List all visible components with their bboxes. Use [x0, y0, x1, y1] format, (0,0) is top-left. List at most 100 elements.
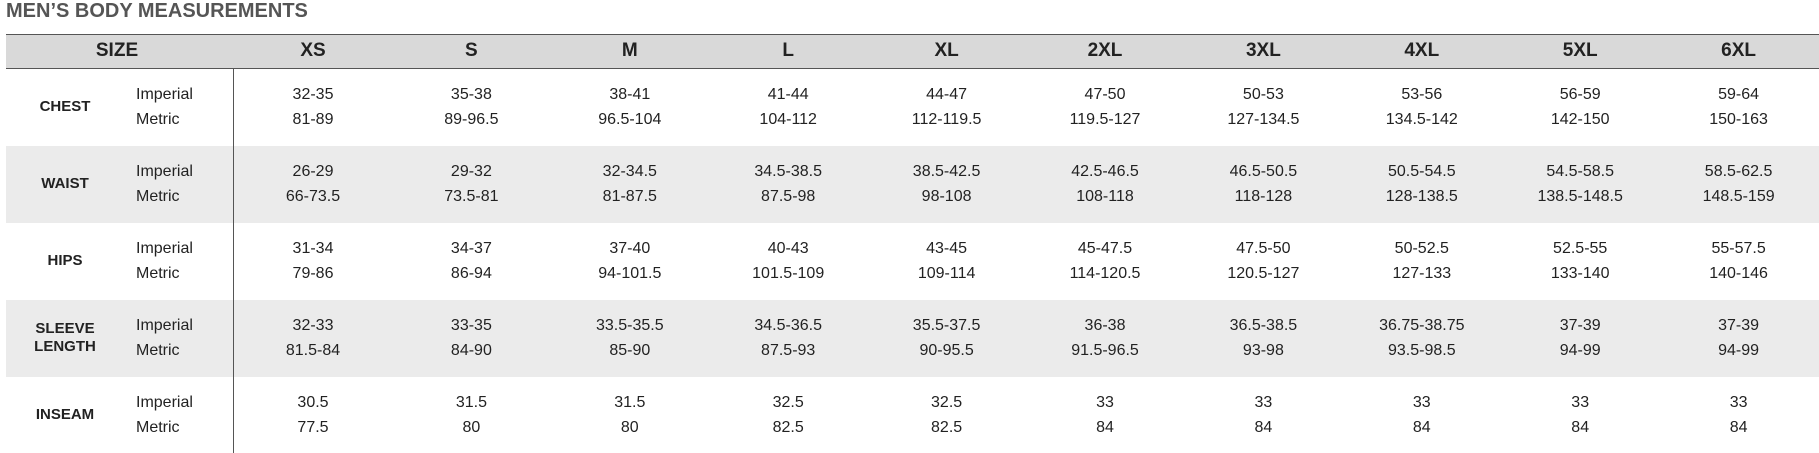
cell-value: 93-98: [1242, 342, 1284, 359]
cell-value: 33: [1571, 394, 1590, 411]
cell-value: 33: [1254, 394, 1273, 411]
cell-value: 79-86: [292, 265, 334, 282]
column-header: 3XL: [1245, 40, 1281, 61]
cell-value: 32.5: [931, 394, 963, 411]
cell-value: 45-47.5: [1077, 240, 1133, 257]
row-band: [6, 146, 1819, 223]
cell-value: 150-163: [1709, 111, 1768, 128]
cell-value: 138.5-148.5: [1537, 188, 1623, 205]
cell-value: 84-90: [450, 342, 492, 359]
cell-value: 42.5-46.5: [1071, 163, 1139, 180]
cell-value: 31-34: [292, 240, 334, 257]
cell-value: 35-38: [450, 86, 492, 103]
row-label: WAIST: [41, 175, 89, 192]
cell-value: 38.5-42.5: [912, 163, 981, 180]
cell-value: 43-45: [926, 240, 968, 257]
unit-label: Imperial: [136, 240, 193, 257]
cell-value: 98-108: [921, 188, 972, 205]
cell-value: 32-33: [292, 317, 334, 334]
cell-value: 29-32: [450, 163, 492, 180]
row-label: HIPS: [47, 252, 83, 269]
cell-value: 53-56: [1401, 86, 1443, 103]
column-header: L: [782, 40, 794, 61]
unit-label: Metric: [136, 342, 180, 359]
cell-value: 84: [1412, 419, 1431, 436]
cell-value: 119.5-127: [1069, 111, 1141, 128]
cell-value: 81.5-84: [285, 342, 341, 359]
cell-value: 118-128: [1234, 188, 1293, 205]
unit-label: Metric: [136, 111, 180, 128]
column-header: 5XL: [1562, 40, 1598, 61]
cell-value: 104-112: [759, 111, 817, 128]
cell-value: 31.5: [455, 394, 487, 411]
row-band: [6, 300, 1819, 377]
cell-value: 32.5: [772, 394, 804, 411]
cell-value: 47.5-50: [1236, 240, 1291, 257]
cell-value: 58.5-62.5: [1704, 163, 1773, 180]
cell-value: 148.5-159: [1702, 188, 1775, 205]
cell-value: 85-90: [609, 342, 651, 359]
row-label: CHEST: [39, 98, 91, 115]
unit-label: Imperial: [136, 394, 193, 411]
cell-value: 54.5-58.5: [1546, 163, 1614, 180]
cell-value: 32-34.5: [602, 163, 657, 180]
cell-value: 128-138.5: [1385, 188, 1458, 205]
cell-value: 94-101.5: [598, 265, 662, 282]
cell-value: 120.5-127: [1227, 265, 1300, 282]
cell-value: 80: [620, 419, 639, 436]
cell-value: 34-37: [450, 240, 492, 257]
cell-value: 96.5-104: [598, 111, 662, 128]
cell-value: 37-40: [609, 240, 651, 257]
cell-value: 56-59: [1559, 86, 1601, 103]
cell-value: 112-119.5: [911, 111, 982, 128]
cell-value: 114-120.5: [1069, 265, 1141, 282]
unit-label: Metric: [136, 188, 180, 205]
cell-value: 59-64: [1718, 86, 1760, 103]
cell-value: 82.5: [931, 419, 963, 436]
cell-value: 81-87.5: [602, 188, 657, 205]
column-header: 6XL: [1721, 40, 1757, 61]
cell-value: 32-35: [292, 86, 334, 103]
cell-value: 87.5-98: [761, 188, 816, 205]
cell-value: 84: [1571, 419, 1590, 436]
unit-label: Metric: [136, 265, 180, 282]
cell-value: 36.75-38.75: [1379, 317, 1465, 334]
cell-value: 38-41: [609, 86, 651, 103]
cell-value: 46.5-50.5: [1229, 163, 1298, 180]
row-label: INSEAM: [35, 406, 95, 423]
cell-value: 30.5: [297, 394, 329, 411]
column-header: XS: [300, 40, 326, 61]
cell-value: 26-29: [292, 163, 334, 180]
cell-value: 73.5-81: [444, 188, 499, 205]
cell-value: 93.5-98.5: [1387, 342, 1456, 359]
unit-label: Imperial: [136, 163, 193, 180]
unit-label: Metric: [136, 419, 180, 436]
column-header: SIZE: [95, 40, 139, 61]
column-header: S: [465, 40, 478, 61]
title: MEN’S BODY MEASUREMENTS: [6, 0, 308, 22]
cell-value: 82.5: [772, 419, 804, 436]
cell-value: 94-99: [1559, 342, 1601, 359]
column-header: 4XL: [1404, 40, 1440, 61]
header-band: [6, 34, 1819, 69]
cell-value: 109-114: [917, 265, 976, 282]
cell-value: 40-43: [767, 240, 809, 257]
cell-value: 50.5-54.5: [1387, 163, 1456, 180]
cell-value: 36.5-38.5: [1229, 317, 1298, 334]
divider: [233, 69, 234, 453]
cell-value: 84: [1096, 419, 1114, 436]
cell-value: 66-73.5: [285, 188, 341, 205]
cell-value: 101.5-109: [752, 265, 825, 282]
unit-label: Imperial: [136, 317, 193, 334]
cell-value: 52.5-55: [1553, 240, 1608, 257]
cell-value: 133-140: [1550, 265, 1610, 282]
cell-value: 44-47: [926, 86, 968, 103]
cell-value: 84: [1729, 419, 1748, 436]
cell-value: 33-35: [450, 317, 492, 334]
cell-value: 33.5-35.5: [595, 317, 664, 334]
cell-value: 33: [1729, 394, 1748, 411]
cell-value: 33: [1412, 394, 1431, 411]
cell-value: 34.5-38.5: [754, 163, 822, 180]
cell-value: 50-52.5: [1394, 240, 1449, 257]
